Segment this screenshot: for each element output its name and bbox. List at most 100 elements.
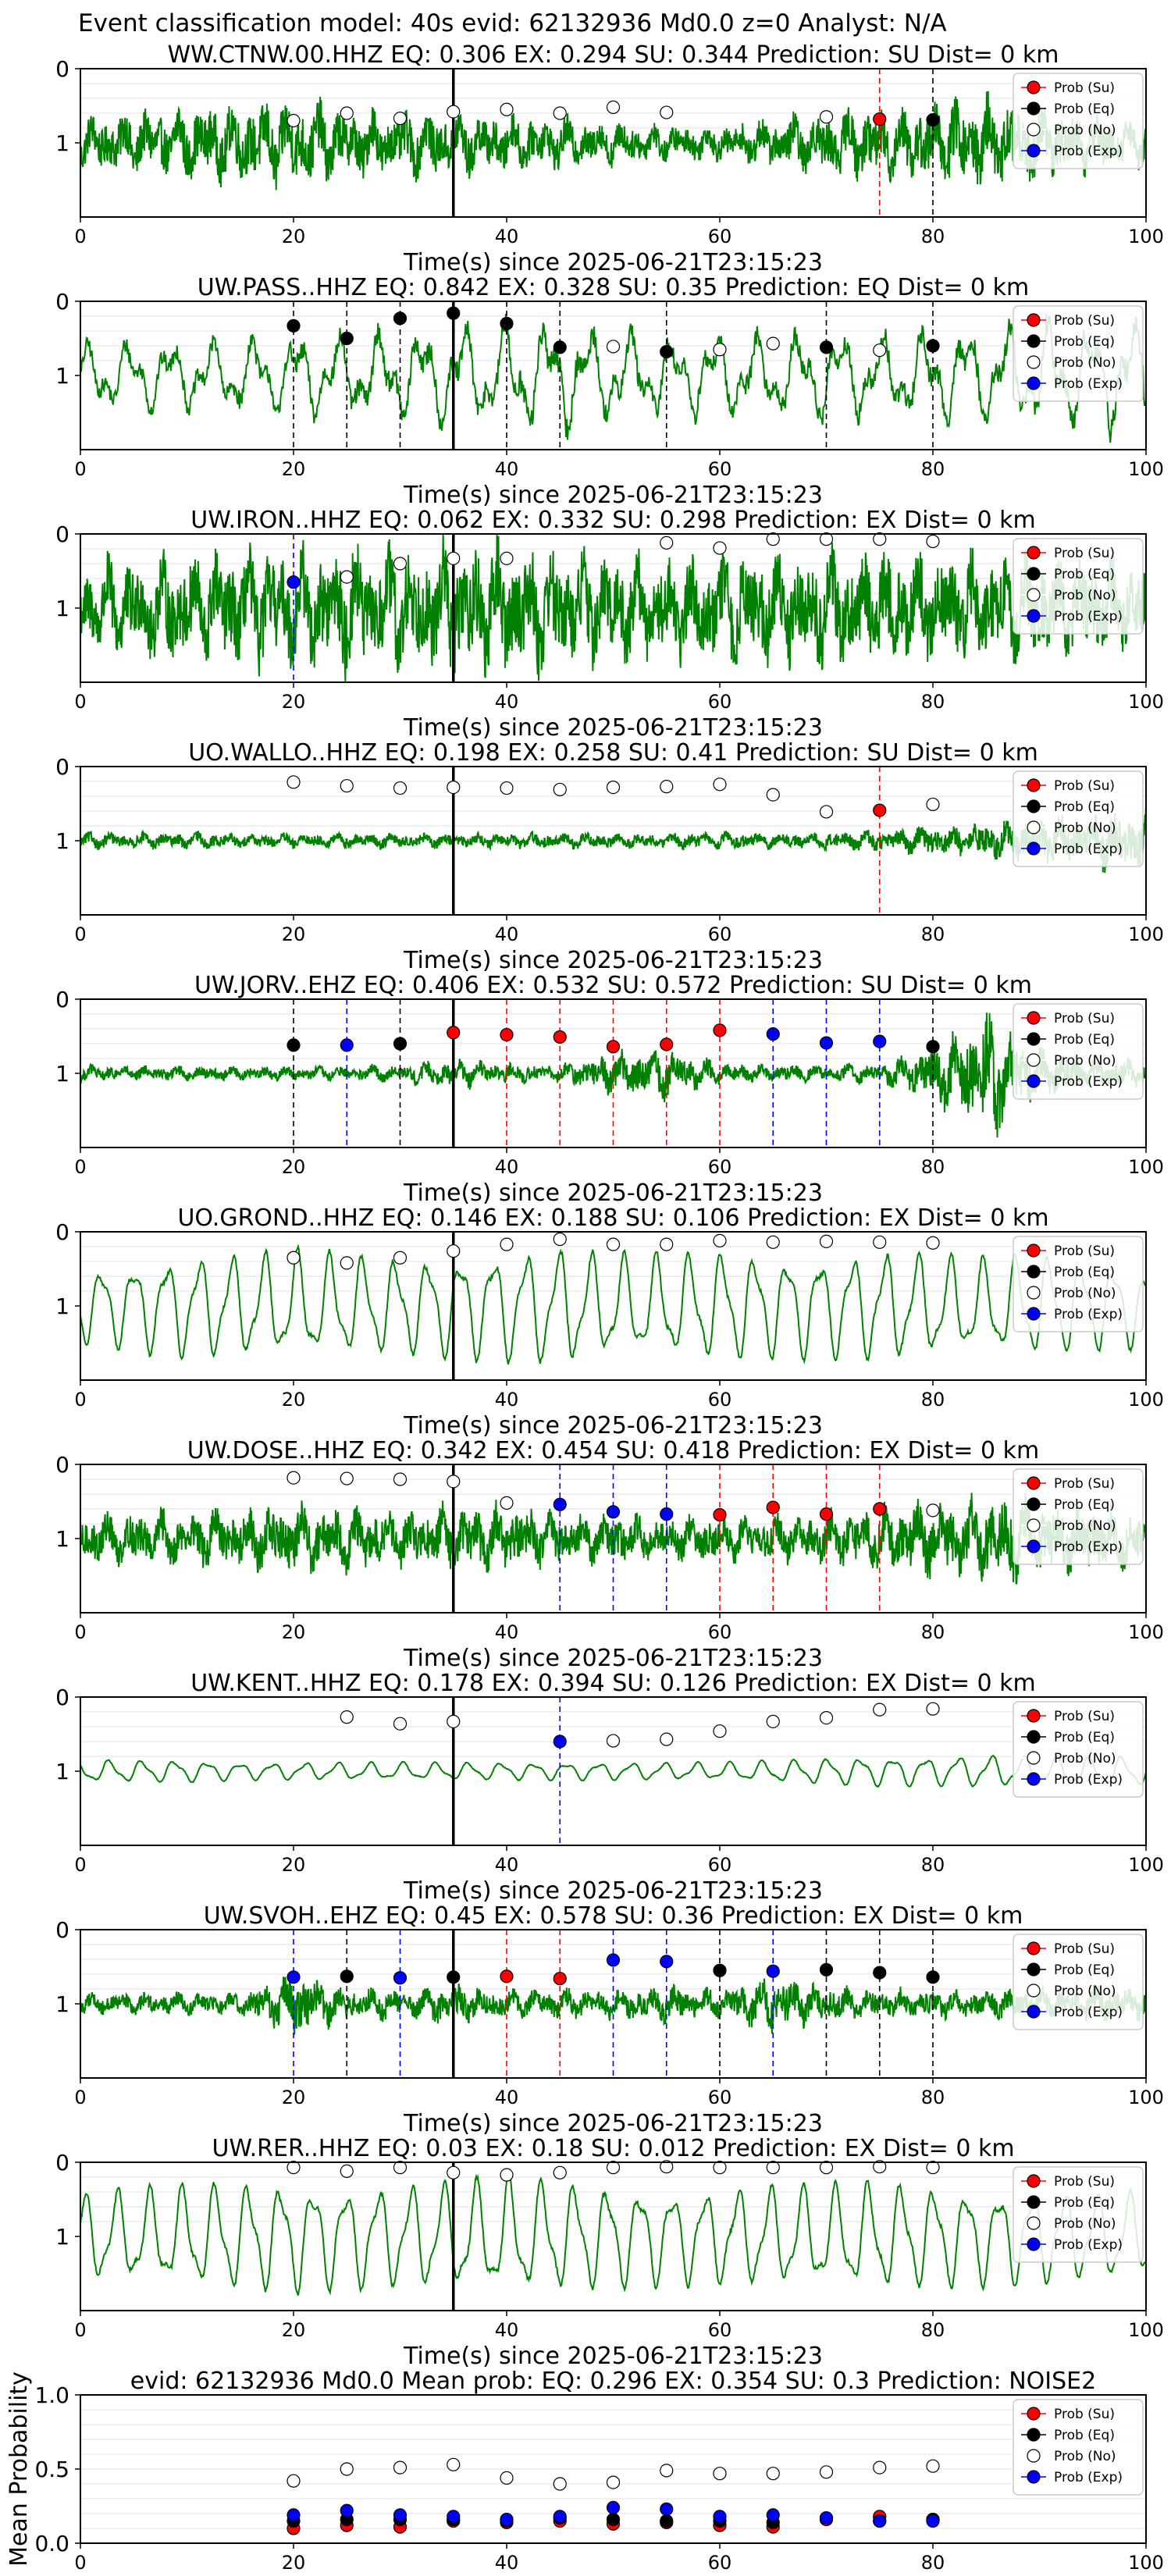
x-axis-label: Time(s) since 2025-06-21T23:15:23: [403, 2110, 823, 2137]
panel-5: UW.JORV..EHZ EQ: 0.406 EX: 0.532 SU: 0.5…: [55, 972, 1164, 1207]
legend-marker-exp: [1027, 609, 1041, 623]
axes-frame: [80, 1696, 1147, 1846]
legend-marker-eq: [1027, 1497, 1041, 1511]
legend-label-exp: Prob (Exp): [1054, 841, 1123, 857]
legend-label-exp: Prob (Exp): [1054, 609, 1123, 624]
prob-marker-no: [713, 777, 727, 792]
prob-marker-su: [873, 112, 887, 126]
panel-title: UW.IRON..HHZ EQ: 0.062 EX: 0.332 SU: 0.2…: [190, 507, 1035, 534]
x-tick-label: 100: [1128, 1156, 1164, 1178]
prob-marker-su: [819, 1507, 834, 1521]
mean-prob-marker-exp: [287, 2508, 301, 2522]
x-tick-label: 80: [921, 1854, 945, 1876]
legend-label-no: Prob (No): [1054, 820, 1116, 836]
prob-marker-no: [660, 2160, 674, 2174]
mean-prob-marker-eq: [606, 2513, 621, 2527]
prob-marker-no: [393, 557, 408, 571]
legend-box: [1013, 1236, 1144, 1332]
x-axis-label: Time(s) since 2025-06-21T23:15:23: [403, 714, 823, 742]
y-axis-label: Mean Probability: [5, 2371, 33, 2567]
prob-marker-su: [553, 1972, 567, 1986]
x-tick-label: 80: [921, 691, 945, 713]
x-tick-label: 40: [495, 1156, 519, 1178]
y-tick-label: 1: [55, 1991, 69, 2017]
legend-label-eq: Prob (Eq): [1054, 2195, 1115, 2211]
legend-marker-exp: [1027, 841, 1041, 856]
mean-prob-marker-exp: [713, 2510, 727, 2524]
legend-label-no: Prob (No): [1054, 1286, 1116, 1301]
legend: Prob (Su) Prob (Eq) Prob (No) Prob (Exp): [1013, 1003, 1144, 1100]
prob-marker-no: [447, 1244, 461, 1258]
prob-marker-no: [819, 2161, 834, 2175]
x-tick-label: 100: [1128, 1621, 1164, 1643]
legend-box: [1013, 2399, 1144, 2496]
x-tick-label: 60: [708, 1854, 732, 1876]
y-tick-label: 1: [55, 130, 69, 156]
legend-label-eq: Prob (Eq): [1054, 799, 1115, 815]
prob-marker-no: [340, 1710, 354, 1724]
legend-box: [1013, 305, 1144, 402]
legend-label-su: Prob (Su): [1054, 1709, 1115, 1724]
legend-marker-no: [1027, 820, 1041, 834]
prob-marker-eq: [393, 311, 408, 326]
x-tick-label: 20: [282, 1854, 306, 1876]
x-tick-label: 40: [495, 1621, 519, 1643]
x-tick-label: 40: [495, 2087, 519, 2108]
legend-label-su: Prob (Su): [1054, 1011, 1115, 1026]
panel-1: WW.CTNW.00.HHZ EQ: 0.306 EX: 0.294 SU: 0…: [55, 41, 1164, 276]
prob-marker-no: [500, 781, 514, 795]
panel-title: UO.GROND..HHZ EQ: 0.146 EX: 0.188 SU: 0.…: [177, 1204, 1048, 1232]
legend-label-su: Prob (Su): [1054, 1244, 1115, 1259]
mean-prob-marker-exp: [660, 2502, 674, 2516]
x-tick-label: 100: [1128, 1389, 1164, 1411]
legend-marker-su: [1027, 313, 1041, 327]
prob-marker-eq: [819, 1962, 834, 1976]
prob-marker-no: [447, 1714, 461, 1728]
legend-box: [1013, 73, 1144, 169]
prob-marker-no: [713, 2161, 727, 2175]
legend-box: [1013, 1468, 1144, 1565]
x-axis-label: Time(s) since 2025-06-21T23:15:23: [403, 1645, 823, 1672]
x-axis-label: Time(s) since 2025-06-21T23:15:23: [403, 249, 823, 276]
y-tick-label: 1: [55, 596, 69, 621]
prob-marker-exp: [287, 1970, 301, 1984]
prob-marker-eq: [393, 1037, 408, 1051]
x-tick-label: 80: [921, 923, 945, 945]
legend-marker-exp: [1027, 1074, 1041, 1088]
x-tick-label: 0: [74, 226, 86, 247]
prob-marker-no: [713, 541, 727, 555]
legend-box: [1013, 770, 1144, 867]
x-tick-label: 0: [74, 1621, 86, 1643]
prob-marker-no: [606, 1237, 621, 1251]
waveform-trace: [80, 1012, 1146, 1138]
waveform-trace: [80, 1754, 1146, 1788]
prob-marker-no: [766, 336, 780, 350]
prob-marker-no: [393, 1472, 408, 1486]
panel-title: UW.KENT..HHZ EQ: 0.178 EX: 0.394 SU: 0.1…: [190, 1670, 1036, 1697]
prob-marker-exp: [287, 575, 301, 589]
mean-prob-marker-no: [713, 2467, 727, 2481]
legend-marker-exp: [1027, 144, 1041, 158]
legend-label-eq: Prob (Eq): [1054, 1032, 1115, 1048]
prob-marker-no: [553, 1232, 567, 1247]
legend-marker-no: [1027, 123, 1041, 137]
x-tick-label: 60: [708, 691, 732, 713]
prob-marker-no: [553, 2165, 567, 2179]
mean-prob-marker-no: [393, 2460, 408, 2475]
x-tick-label: 40: [495, 1854, 519, 1876]
prob-marker-su: [447, 1026, 461, 1040]
prob-marker-no: [340, 1471, 354, 1485]
x-tick-label: 60: [708, 1621, 732, 1643]
waveform-trace: [80, 314, 1146, 443]
figure-header: Event classification model: 40s evid: 62…: [78, 9, 947, 37]
x-tick-label: 80: [921, 1389, 945, 1411]
mean-prob-marker-exp: [553, 2510, 567, 2524]
legend-box: [1013, 538, 1144, 635]
prob-marker-eq: [340, 331, 354, 346]
prob-marker-no: [926, 797, 940, 812]
legend-box: [1013, 1934, 1144, 2030]
x-axis-label: Time(s) since 2025-06-21T23:15:23: [403, 482, 823, 509]
legend-marker-exp: [1027, 376, 1041, 390]
prob-marker-no: [447, 1475, 461, 1489]
legend-marker-eq: [1027, 1730, 1041, 1744]
